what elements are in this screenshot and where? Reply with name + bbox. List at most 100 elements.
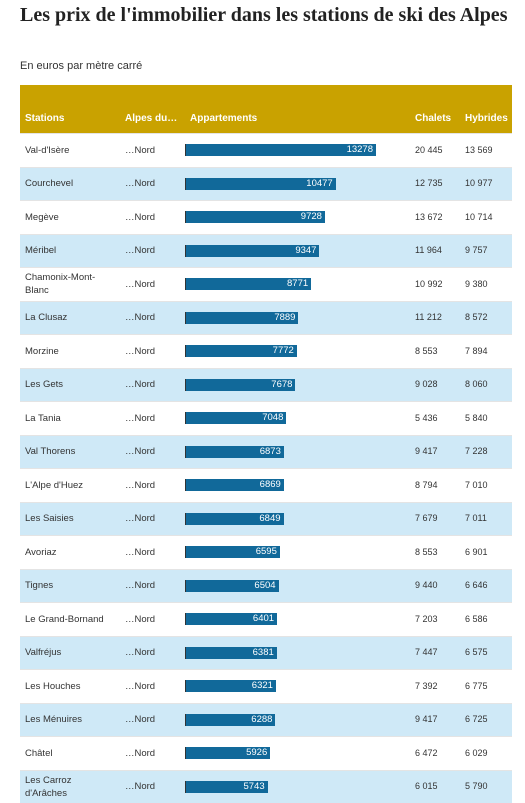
bar-cell: 6381 — [185, 636, 410, 670]
bar-cell: 9728 — [185, 201, 410, 235]
bar-label: 9728 — [301, 211, 322, 222]
cell: 6 472 — [410, 737, 460, 771]
bar-label: 6873 — [260, 446, 281, 457]
cell: …Nord — [120, 335, 185, 369]
cell: 7 392 — [410, 670, 460, 704]
bar: 6849 — [185, 513, 284, 525]
bar-label: 7889 — [274, 312, 295, 323]
cell: …Nord — [120, 536, 185, 570]
title: Les prix de l'immobilier dans les statio… — [20, 4, 520, 26]
cell: Morzine — [20, 335, 120, 369]
subtitle: En euros par mètre carré — [20, 60, 142, 72]
cell: …Nord — [120, 703, 185, 737]
bar: 7048 — [185, 412, 286, 424]
cell: 10 977 — [460, 167, 512, 201]
bar-label: 13278 — [347, 144, 373, 155]
bar-cell: 6401 — [185, 603, 410, 637]
cell: Les Saisies — [20, 502, 120, 536]
cell: …Nord — [120, 469, 185, 503]
cell: 11 964 — [410, 234, 460, 268]
bar: 6401 — [185, 613, 277, 625]
column-header: Chalets — [410, 85, 460, 134]
cell: Courchevel — [20, 167, 120, 201]
cell: Megève — [20, 201, 120, 235]
cell: 11 212 — [410, 301, 460, 335]
bar-cell: 7048 — [185, 402, 410, 436]
bar: 6288 — [185, 714, 275, 726]
bar: 6595 — [185, 546, 280, 558]
cell: Tignes — [20, 569, 120, 603]
cell: 6 725 — [460, 703, 512, 737]
cell: Les Carroz d'Arâches — [20, 770, 120, 803]
cell: Valfréjus — [20, 636, 120, 670]
cell: …Nord — [120, 502, 185, 536]
bar: 9347 — [185, 245, 319, 257]
bar-cell: 6288 — [185, 703, 410, 737]
cell: …Nord — [120, 301, 185, 335]
cell: …Nord — [120, 737, 185, 771]
cell: 7 011 — [460, 502, 512, 536]
cell: …Nord — [120, 636, 185, 670]
bar-label: 6288 — [251, 714, 272, 725]
bar: 7772 — [185, 345, 297, 357]
cell: Châtel — [20, 737, 120, 771]
column-header: Alpes du… — [120, 85, 185, 134]
bar-label: 6401 — [253, 613, 274, 624]
cell: La Tania — [20, 402, 120, 436]
bar-label: 7048 — [262, 412, 283, 423]
bar-label: 6595 — [256, 546, 277, 557]
bar-cell: 5926 — [185, 737, 410, 771]
cell: 9 028 — [410, 368, 460, 402]
bar-cell: 10477 — [185, 167, 410, 201]
cell: …Nord — [120, 603, 185, 637]
bar: 6321 — [185, 680, 276, 692]
cell: 7 894 — [460, 335, 512, 369]
bar-label: 7678 — [271, 379, 292, 390]
cell: 8 553 — [410, 536, 460, 570]
cell: 6 586 — [460, 603, 512, 637]
column-header: Appartements — [185, 85, 410, 134]
bar-cell: 6321 — [185, 670, 410, 704]
cell: 9 757 — [460, 234, 512, 268]
cell: 8 572 — [460, 301, 512, 335]
cell: Avoriaz — [20, 536, 120, 570]
cell: 9 440 — [410, 569, 460, 603]
cell: 6 015 — [410, 770, 460, 803]
bar-cell: 13278 — [185, 134, 410, 168]
cell: 10 992 — [410, 268, 460, 302]
cell: …Nord — [120, 234, 185, 268]
cell: 6 901 — [460, 536, 512, 570]
cell: 9 417 — [410, 435, 460, 469]
bar-cell: 6849 — [185, 502, 410, 536]
bar: 6381 — [185, 647, 277, 659]
cell: Les Ménuires — [20, 703, 120, 737]
column-header: Hybrides — [460, 85, 512, 134]
bar: 8771 — [185, 278, 311, 290]
bar-cell: 8771 — [185, 268, 410, 302]
cell: 6 575 — [460, 636, 512, 670]
cell: 5 840 — [460, 402, 512, 436]
cell: 8 794 — [410, 469, 460, 503]
bar-label: 10477 — [306, 178, 332, 189]
cell: …Nord — [120, 167, 185, 201]
cell: Méribel — [20, 234, 120, 268]
cell: 7 679 — [410, 502, 460, 536]
bar-cell: 7772 — [185, 335, 410, 369]
bar: 6873 — [185, 446, 284, 458]
cell: …Nord — [120, 368, 185, 402]
